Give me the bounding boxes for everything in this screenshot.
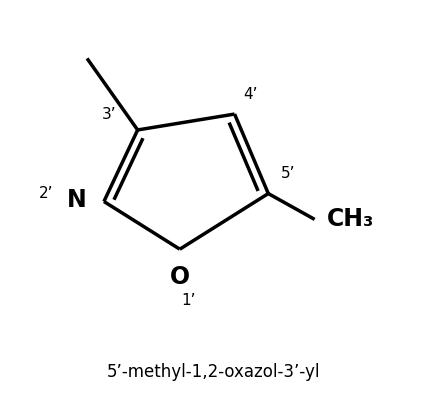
Text: N: N xyxy=(67,187,87,212)
Text: CH₃: CH₃ xyxy=(326,208,374,231)
Text: 5’: 5’ xyxy=(280,166,295,181)
Text: 4’: 4’ xyxy=(242,87,257,102)
Text: 5’-methyl-1,2-oxazol-3’-yl: 5’-methyl-1,2-oxazol-3’-yl xyxy=(106,364,320,381)
Text: 1’: 1’ xyxy=(181,293,195,308)
Text: 2’: 2’ xyxy=(39,186,53,201)
Text: 3’: 3’ xyxy=(102,106,116,122)
Text: O: O xyxy=(169,265,190,289)
